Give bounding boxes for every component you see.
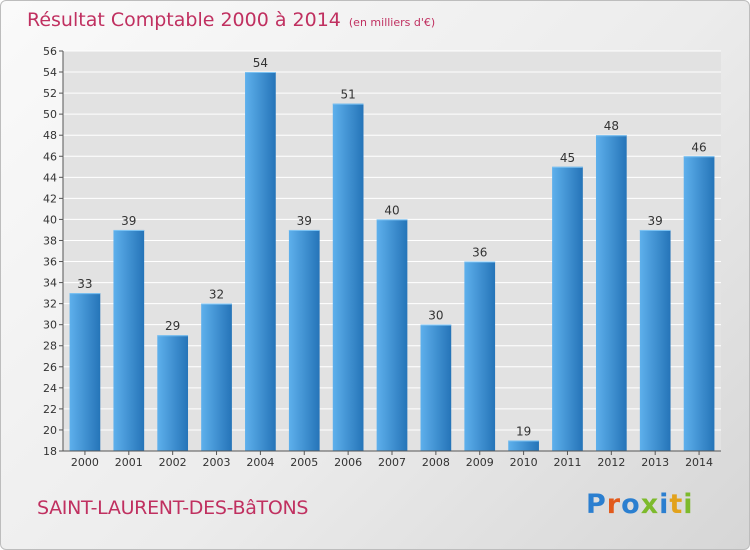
bar (332, 103, 364, 451)
data-label: 45 (560, 151, 575, 165)
y-tick-label: 20 (43, 424, 57, 437)
y-tick-label: 46 (43, 150, 57, 163)
x-tick-label: 2001 (115, 456, 143, 469)
y-tick-label: 54 (43, 66, 57, 79)
data-label: 46 (691, 140, 706, 154)
bar (595, 135, 627, 452)
chart-title: Résultat Comptable 2000 à 2014 (en millie… (27, 9, 435, 31)
logo-letter: i (659, 489, 670, 520)
bar (113, 229, 145, 451)
y-tick-label: 50 (43, 108, 57, 121)
data-label: 48 (604, 119, 619, 133)
logo-letter: x (640, 489, 660, 520)
x-tick-label: 2007 (378, 456, 406, 469)
x-tick-label: 2006 (334, 456, 362, 469)
logo-letter: r (606, 489, 622, 520)
data-label: 51 (340, 88, 355, 102)
y-tick-label: 36 (43, 256, 57, 269)
data-label: 32 (209, 288, 224, 302)
bar (201, 303, 232, 451)
y-tick-label: 28 (43, 340, 57, 353)
bars (69, 72, 715, 452)
data-label: 30 (428, 309, 443, 323)
x-tick-label: 2009 (466, 456, 494, 469)
y-tick-label: 40 (43, 213, 57, 226)
data-label: 40 (384, 203, 399, 217)
axes (59, 50, 721, 455)
logo-letter: P (586, 489, 607, 520)
data-label: 33 (77, 277, 92, 291)
y-tick-label: 48 (43, 129, 57, 142)
commune-name: SAINT-LAURENT-DES-BâTONS (37, 497, 309, 519)
y-tick-label: 26 (43, 361, 57, 374)
bar (683, 156, 715, 451)
logo-letter: o (621, 489, 641, 520)
data-label: 39 (297, 214, 312, 228)
bar (508, 440, 539, 451)
x-tick-labels: 2000 2001 2002 2003 2004 2005 2006 2007 2008 2009… (71, 456, 713, 469)
x-tick-label: 2005 (290, 456, 318, 469)
bar (69, 293, 101, 451)
chart-title-main: Résultat Comptable 2000 à 2014 (27, 9, 341, 31)
y-tick-label: 22 (43, 403, 57, 416)
y-tick-labels: 18 20 22 24 26 28 30 32 34 36 38 40 42 44 46 48 50 52 54 56 (43, 45, 57, 458)
bar (376, 219, 408, 451)
x-tick-label: 2003 (203, 456, 231, 469)
bar (288, 229, 320, 451)
data-label: 29 (165, 319, 180, 333)
x-tick-label: 2013 (641, 456, 669, 469)
data-labels: 33 39 29 32 54 39 51 40 30 36 19 45 48 39 46 (77, 56, 706, 438)
bar (464, 261, 496, 451)
y-tick-label: 44 (43, 171, 57, 184)
bar (420, 324, 452, 451)
x-tick-label: 2012 (597, 456, 625, 469)
y-tick-label: 18 (43, 445, 57, 458)
y-tick-label: 42 (43, 192, 57, 205)
chart-subtitle: (en milliers d'€) (348, 16, 436, 29)
logo-letter: i (683, 489, 694, 520)
data-label: 36 (472, 246, 487, 260)
bar (157, 335, 189, 451)
x-tick-label: 2002 (159, 456, 187, 469)
x-tick-label: 2014 (685, 456, 713, 469)
data-label: 39 (648, 214, 663, 228)
y-tick-label: 38 (43, 234, 57, 247)
x-tick-label: 2004 (246, 456, 274, 469)
y-tick-label: 30 (43, 319, 57, 332)
data-label: 19 (516, 424, 531, 438)
y-tick-label: 52 (43, 87, 57, 100)
logo-letter: t (669, 489, 684, 520)
x-tick-label: 2008 (422, 456, 450, 469)
y-tick-label: 34 (43, 277, 57, 290)
bar (639, 229, 671, 451)
y-tick-label: 24 (43, 382, 57, 395)
x-tick-label: 2010 (510, 456, 538, 469)
x-tick-label: 2011 (553, 456, 581, 469)
bar (245, 72, 276, 451)
bar (552, 166, 583, 451)
data-label: 54 (253, 56, 268, 70)
x-tick-label: 2000 (71, 456, 99, 469)
y-tick-label: 32 (43, 298, 57, 311)
proxiti-logo: Proxiti (586, 489, 694, 520)
data-label: 39 (121, 214, 136, 228)
y-tick-label: 56 (43, 45, 57, 58)
